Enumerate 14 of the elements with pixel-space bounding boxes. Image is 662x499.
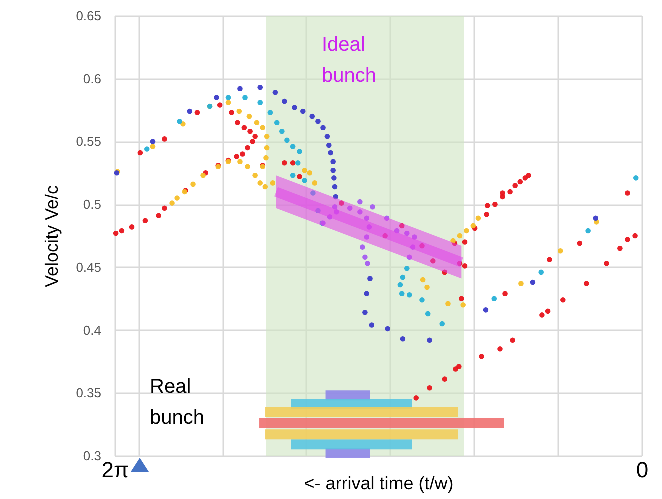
y-tick-label: 0.35 <box>76 386 102 401</box>
y-tick-label: 0.65 <box>76 8 102 24</box>
x-axis-title: <- arrival time (t/w) <box>304 474 454 494</box>
annotation: Real bunch <box>150 375 206 431</box>
y-tick-label: 0.5 <box>83 197 102 212</box>
y-tick-label: 0.4 <box>83 322 102 338</box>
y-tick-label: 0.45 <box>76 260 102 275</box>
y-tick-label: 0.6 <box>83 71 102 86</box>
y-axis-title: Velocity Ve/c <box>42 185 62 288</box>
x-tick-label: 0 <box>636 458 649 482</box>
y-tick-label: 0.55 <box>76 134 102 150</box>
x-tick-label: 2π <box>102 458 130 482</box>
y-tick-label: 0.3 <box>83 448 102 464</box>
annotation: Ideal bunch <box>322 33 378 89</box>
